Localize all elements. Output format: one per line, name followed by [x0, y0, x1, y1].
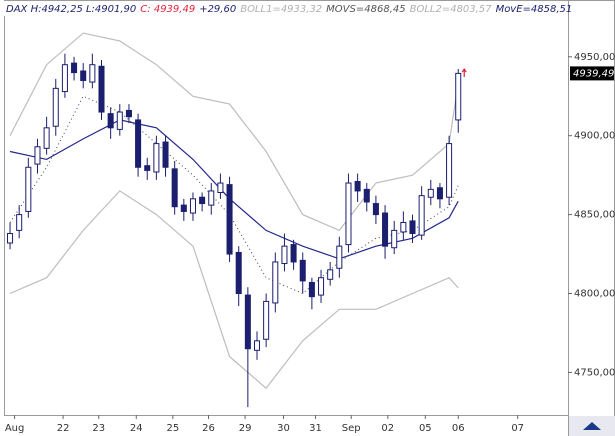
candle-body: [409, 220, 416, 235]
candle-body: [244, 294, 251, 350]
candle-body: [89, 64, 96, 83]
candle-body: [318, 277, 325, 296]
candle-body: [25, 166, 32, 212]
y-tick-label: 4800,00: [574, 288, 615, 299]
candle-body: [226, 184, 233, 255]
candle-body: [52, 87, 59, 127]
header-item: BOLL1=4933,32: [240, 4, 322, 15]
candle-body: [455, 72, 462, 121]
indicator-line: [9, 32, 459, 232]
candle-body: [208, 190, 215, 206]
candle-body: [189, 198, 196, 214]
candle-body: [235, 251, 242, 294]
x-tick-label: 29: [239, 423, 252, 434]
candle-body: [418, 195, 425, 236]
x-tick-label: Sep: [342, 423, 361, 434]
candle-body: [436, 187, 443, 200]
last-price-box: [570, 66, 614, 81]
candle-body: [162, 141, 169, 168]
candle-body: [263, 300, 270, 340]
candle-body: [354, 180, 361, 192]
x-tick-label: 31: [309, 423, 322, 434]
header-item: MOVS=4868,45: [326, 4, 405, 15]
x-tick-label: 22: [57, 423, 70, 434]
candle-body: [34, 146, 41, 165]
y-tick-label: 4850,00: [574, 210, 615, 221]
candle-body: [180, 204, 187, 212]
candle-body: [253, 340, 261, 351]
candle-body: [382, 212, 389, 247]
header-item: BOLL2=4803,57: [410, 4, 493, 15]
candle-body: [43, 127, 50, 149]
candle-body: [16, 214, 23, 231]
x-tick-label: 25: [166, 423, 179, 434]
header: DAX H:4942,25 L:4901,90 C: 4939,49 +29,60 B…: [6, 4, 572, 15]
y-tick-label: 4750,00: [574, 367, 615, 378]
x-tick-label: 24: [130, 423, 143, 434]
candle-body: [272, 261, 279, 304]
header-item: MovE=4858,51: [496, 4, 573, 15]
header-background: [2, 1, 542, 16]
indicator-line: [9, 119, 459, 260]
candle-body: [299, 259, 306, 282]
x-tick-label: 02: [381, 423, 394, 434]
candle-body: [61, 64, 68, 93]
y-tick-label: 4950,00: [574, 52, 615, 63]
last-arrow: [461, 67, 467, 78]
x-tick-label: 26: [202, 423, 215, 434]
candle-body: [427, 188, 434, 198]
y-tick-label: 4900,00: [574, 131, 615, 142]
candle-body: [363, 188, 370, 203]
candle-body: [125, 109, 132, 118]
candle-body: [153, 143, 160, 173]
x-tick-label: 06: [452, 423, 465, 434]
indicator-line: [9, 95, 459, 295]
x-tick-label: 30: [277, 423, 290, 434]
candle-body: [281, 245, 288, 265]
candle-body: [80, 70, 87, 81]
x-tick-label: 05: [419, 423, 432, 434]
candle-body: [199, 196, 206, 205]
x-tick-label: Aug: [5, 423, 25, 434]
header-item: DAX H:4942,25 L:4901,90: [6, 4, 136, 15]
x-tick-label: 07: [511, 423, 524, 434]
candle-body: [98, 65, 105, 113]
candle-body: [171, 168, 178, 208]
candle-body: [336, 245, 343, 269]
candle-body: [71, 62, 78, 74]
corner-icon: [583, 422, 601, 430]
candle-body: [290, 244, 297, 263]
candle-body: [391, 229, 398, 249]
header-item: +29,60: [199, 4, 236, 15]
candle-body: [107, 113, 114, 129]
candle-body: [308, 281, 315, 298]
candle-body: [372, 203, 379, 216]
candle-body: [345, 182, 352, 246]
candle-body: [144, 165, 151, 171]
candle-body: [327, 269, 334, 280]
header-item: C: 4939,49: [140, 4, 195, 15]
last-price-label: 4939,49: [573, 68, 614, 79]
x-tick-label: 23: [92, 423, 105, 434]
candle-body: [135, 119, 142, 168]
candle-body: [7, 233, 14, 244]
candle-body: [116, 111, 123, 130]
candle-body: [217, 182, 224, 194]
candle-body: [400, 221, 407, 233]
candle-body: [446, 143, 453, 198]
plot: [7, 32, 462, 408]
